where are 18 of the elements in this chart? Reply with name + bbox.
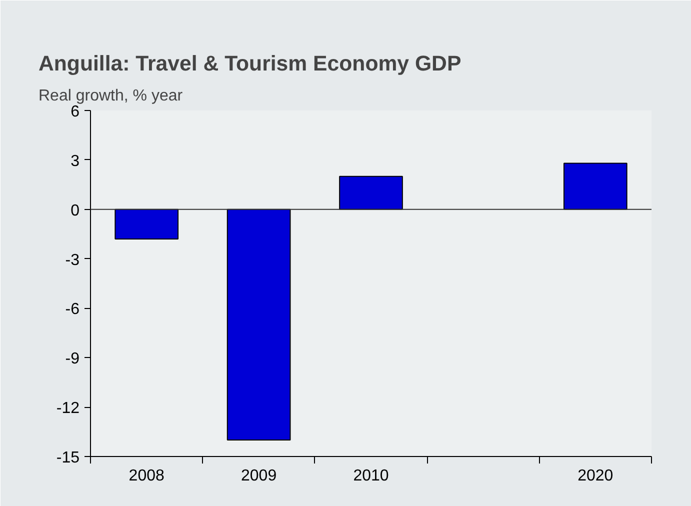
bar xyxy=(226,208,291,441)
bar xyxy=(114,208,179,240)
bar xyxy=(563,162,628,210)
x-tick-label: 2010 xyxy=(353,468,389,484)
y-tick-label: 6 xyxy=(70,104,80,120)
y-tick-label: 0 xyxy=(70,202,80,220)
y-tick-label: -6 xyxy=(65,301,80,318)
y-tick-label: -3 xyxy=(65,252,80,269)
x-tick-label: 2009 xyxy=(241,468,277,484)
chart-title: Anguilla: Travel & Tourism Economy GDP xyxy=(38,52,462,76)
x-tick-label: 2020 xyxy=(578,468,614,484)
y-tick-label: -15 xyxy=(56,450,80,466)
y-axis-title: Real growth, % year xyxy=(38,88,184,104)
y-tick-label: 3 xyxy=(70,152,80,170)
y-tick-label: -9 xyxy=(65,350,80,368)
x-tick-label: 2008 xyxy=(128,468,164,484)
y-tick-label: -12 xyxy=(56,400,80,418)
bar xyxy=(339,176,403,210)
